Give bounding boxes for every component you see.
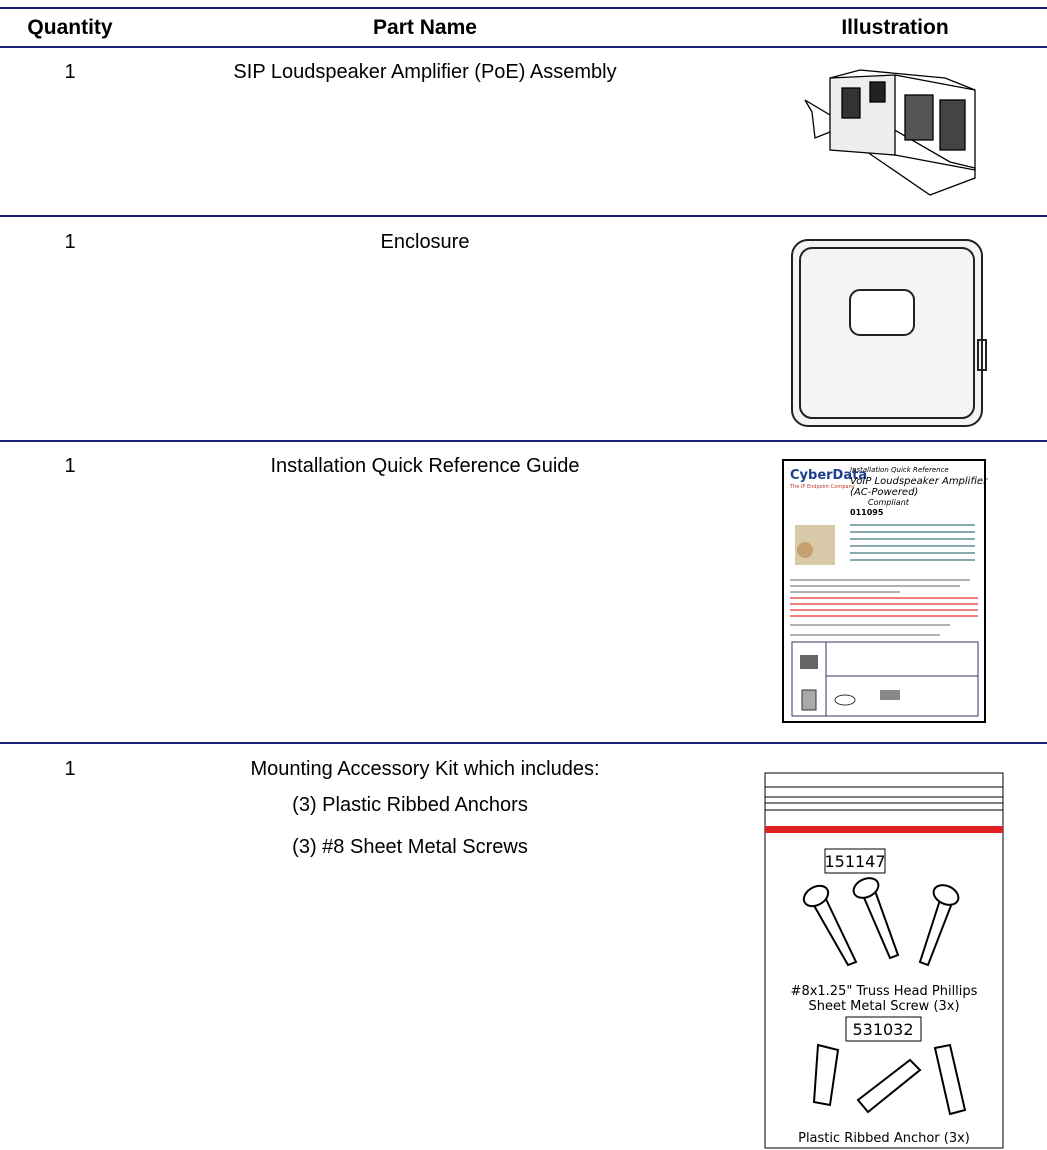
header: Part Name bbox=[373, 16, 477, 39]
anchor-code: 531032 bbox=[852, 1020, 913, 1039]
guide-product: VoIP Loudspeaker Amplifier bbox=[850, 476, 988, 487]
part-name: Enclosure bbox=[380, 231, 470, 253]
part-detail: (3) Plastic Ribbed Anchors bbox=[292, 794, 528, 816]
part-name: Mounting Accessory Kit which includes: bbox=[250, 758, 600, 780]
guide-compliance: Compliant bbox=[868, 498, 910, 507]
enclosure-drawing bbox=[791, 239, 987, 427]
guide-brand: CyberData bbox=[790, 468, 867, 483]
rules bbox=[0, 7, 1047, 744]
guide-variant: (AC-Powered) bbox=[850, 487, 918, 498]
part-detail: (3) #8 Sheet Metal Screws bbox=[292, 836, 528, 858]
quantity: 1 bbox=[64, 758, 76, 780]
screw-label: Sheet Metal Screw (3x) bbox=[808, 999, 959, 1014]
guide-drawing: CyberData The IP Endpoint Company Instal… bbox=[782, 459, 988, 723]
quantity: 1 bbox=[64, 455, 76, 477]
guide-heading: Installation Quick Reference bbox=[850, 466, 949, 474]
guide-tagline: The IP Endpoint Company bbox=[789, 484, 855, 490]
screw-label: #8x1.25" Truss Head Phillips bbox=[791, 984, 978, 999]
guide-part-number: 011095 bbox=[850, 508, 884, 517]
screw-code: 151147 bbox=[824, 852, 885, 871]
header: Quantity bbox=[27, 16, 113, 39]
part-name: Installation Quick Reference Guide bbox=[270, 455, 580, 477]
part-name: SIP Loudspeaker Amplifier (PoE) Assembly bbox=[233, 61, 617, 83]
quantity: 1 bbox=[64, 61, 76, 83]
header: Illustration bbox=[841, 16, 949, 39]
amplifier-drawing bbox=[804, 69, 976, 196]
anchor-label: Plastic Ribbed Anchor (3x) bbox=[798, 1131, 970, 1146]
quantity: 1 bbox=[64, 231, 76, 253]
kit-drawing: 151147 #8x1.25" Truss Head Phillips Shee… bbox=[764, 772, 1004, 1149]
